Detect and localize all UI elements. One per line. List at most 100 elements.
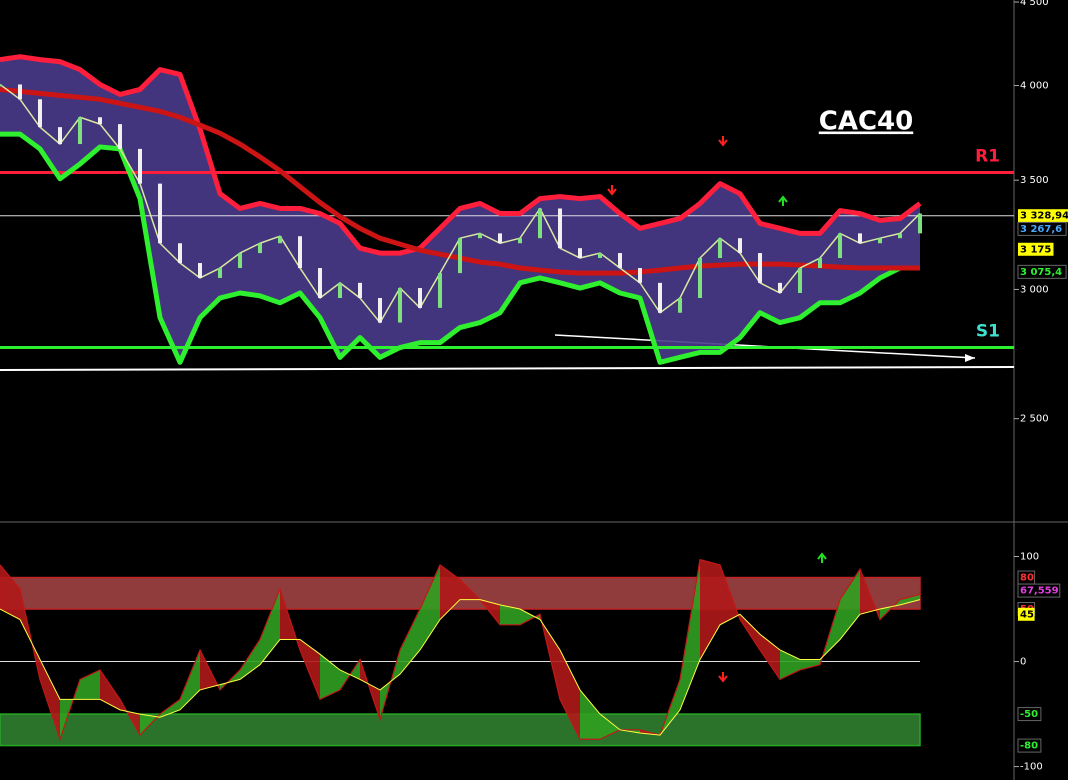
y-tick-label: 0 (1020, 657, 1026, 668)
candle (418, 288, 422, 308)
down-arrow (607, 185, 617, 196)
candle (638, 268, 642, 283)
level-label: S1 (976, 322, 1000, 342)
ribbon-segment (100, 669, 120, 710)
candle (338, 282, 342, 299)
candle (778, 282, 782, 293)
arrows (607, 136, 827, 683)
ribbon-segment (500, 604, 520, 625)
candle (718, 238, 722, 259)
ribbon-segment (680, 559, 700, 710)
y-tick-label: 100 (1020, 552, 1039, 563)
candle (798, 268, 802, 293)
candle (258, 243, 262, 254)
candle (898, 233, 902, 239)
candle (218, 268, 222, 278)
candle (138, 148, 142, 184)
candle (518, 238, 522, 244)
price-tag-label: 80 (1020, 573, 1034, 584)
candle (398, 288, 402, 323)
ribbon-segment (160, 699, 180, 718)
candle (378, 298, 382, 323)
ribbon-segment (320, 654, 340, 700)
down-arrow (718, 136, 728, 147)
candle (458, 238, 462, 274)
candle (298, 236, 302, 269)
candle (818, 258, 822, 269)
series-line (0, 131, 920, 365)
ribbon-segment (900, 594, 920, 605)
oscillator-line (0, 599, 921, 736)
series-line (0, 54, 922, 256)
candle (78, 117, 82, 145)
price-tag-label: 3 175 (1020, 244, 1051, 255)
price-tag-label: 3 328,94 (1020, 211, 1068, 222)
candle (738, 238, 742, 254)
candle (578, 248, 582, 259)
ribbon-segment (440, 564, 460, 620)
ribbon-segment (700, 559, 720, 660)
candle (318, 268, 322, 299)
candle (118, 124, 122, 149)
ribbon-segment (580, 689, 600, 740)
candle (0, 84, 2, 87)
candle (838, 233, 842, 259)
ribbon-segment (600, 714, 620, 740)
ribbon-segment (400, 609, 420, 675)
candle (238, 253, 242, 269)
price-tag (1018, 209, 1068, 223)
up-arrow (778, 195, 788, 206)
ribbon-segment (560, 650, 580, 740)
ribbon-segment (800, 659, 820, 670)
ribbon-segment (0, 564, 20, 620)
level-label: R1 (975, 147, 1000, 167)
y-tick-label: 4 000 (1020, 81, 1049, 92)
price-tag (1017, 583, 1061, 598)
candle (438, 273, 442, 308)
price-tag-label: 67,559 (1020, 586, 1059, 597)
y-tick-label: 3 500 (1020, 175, 1049, 186)
oscillator-line (0, 558, 921, 742)
price-tag (1017, 707, 1042, 722)
chart-title: CAC40 (819, 107, 913, 137)
candle (858, 233, 862, 244)
ribbon-segment (240, 639, 260, 680)
price-tag (1017, 738, 1042, 753)
y-tick-label: -100 (1020, 762, 1043, 773)
candle (58, 127, 62, 145)
candle (878, 238, 882, 244)
candle (758, 253, 762, 283)
trend-line (0, 366, 1015, 371)
candle (558, 208, 562, 249)
candle (658, 282, 662, 313)
price-tag (1017, 221, 1067, 236)
ribbon-segment (300, 639, 320, 700)
price-tag (1018, 242, 1054, 256)
candle (18, 84, 22, 100)
y-tick-label: 3 000 (1020, 284, 1049, 295)
ribbon-segment (740, 614, 760, 650)
candle (278, 236, 282, 244)
candle (198, 263, 202, 278)
candle (98, 117, 102, 125)
y-tick-label: 2 500 (1020, 414, 1049, 425)
price-tag (1017, 264, 1067, 279)
candle (498, 233, 502, 244)
candle (918, 213, 922, 234)
price-tag-label: -80 (1020, 741, 1038, 752)
candle (678, 298, 682, 313)
y-tick-label: 4 500 (1020, 0, 1049, 8)
candle (38, 99, 42, 128)
ribbon-segment (260, 589, 280, 665)
price-tag-label: 45 (1020, 609, 1034, 620)
candle (178, 243, 182, 264)
candle (598, 253, 602, 259)
candle (698, 258, 702, 299)
candle (158, 183, 162, 244)
price-tag-label: 3 267,6 (1020, 224, 1062, 235)
price-tag-label: 3 075,4 (1020, 267, 1062, 278)
ribbon-segment (40, 659, 60, 740)
up-arrow (817, 552, 827, 563)
price-tag (1018, 607, 1035, 621)
